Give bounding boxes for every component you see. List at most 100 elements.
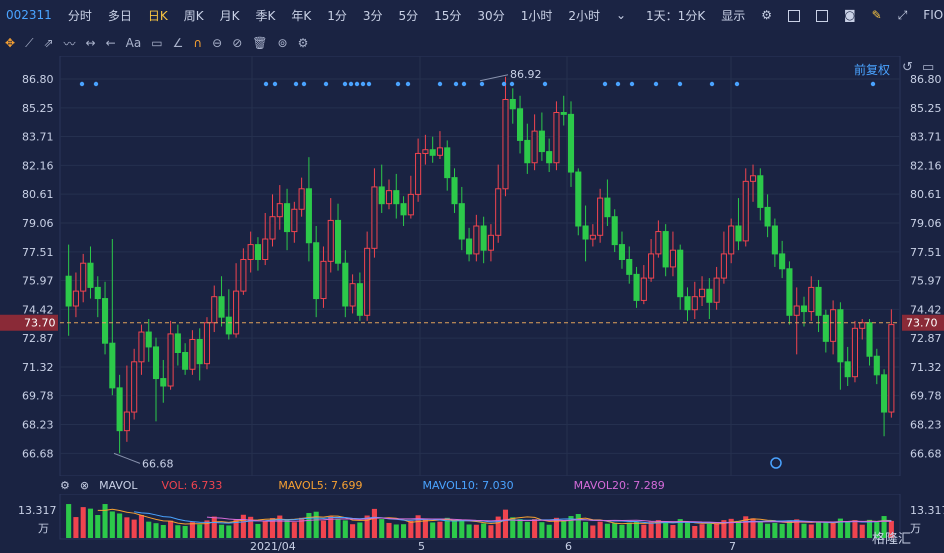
candle-body bbox=[844, 361, 851, 378]
tab-1fen[interactable]: 1分 bbox=[327, 8, 347, 23]
candle bbox=[837, 302, 844, 390]
candlestick-chart[interactable]: 86.80 86.80 85.25 85.25 83.71 83.71 82.16 82.16… bbox=[0, 56, 944, 476]
event-marker bbox=[79, 81, 85, 87]
plot-frame bbox=[59, 56, 901, 476]
link-icon[interactable]: ⊚ bbox=[277, 36, 288, 50]
volume-bar bbox=[495, 516, 501, 538]
candle-body bbox=[371, 186, 378, 249]
event-marker bbox=[629, 81, 635, 87]
camera-icon[interactable]: ◙ bbox=[843, 8, 856, 22]
ray-tool-icon[interactable]: ⇗ bbox=[43, 36, 54, 50]
checkbox-icon[interactable] bbox=[780, 8, 808, 22]
volume-tick-top-right: 13.317 bbox=[910, 504, 944, 517]
price-tick-left: 69.78 bbox=[22, 390, 54, 403]
chevron-down-icon[interactable]: ⌄ bbox=[615, 8, 627, 22]
candle-body bbox=[669, 249, 676, 268]
event-marker bbox=[501, 81, 507, 87]
volume-bar bbox=[233, 519, 239, 538]
comment-icon[interactable]: ▭ bbox=[151, 36, 163, 50]
volume-bar bbox=[619, 524, 625, 538]
price-tick-left: 68.23 bbox=[22, 419, 54, 432]
volume-bar bbox=[648, 521, 654, 538]
gear-icon[interactable]: ⚙ bbox=[60, 478, 70, 492]
candle-body bbox=[648, 253, 655, 279]
fq-label[interactable]: FIO bbox=[923, 8, 944, 22]
tab-zhouk[interactable]: 周K bbox=[183, 8, 204, 23]
candle-body bbox=[116, 387, 123, 432]
candle-body bbox=[87, 262, 94, 288]
tab-jik[interactable]: 季K bbox=[255, 8, 276, 23]
stock-code[interactable]: 002311 bbox=[6, 8, 52, 22]
vol-value: VOL: 6.733 bbox=[161, 478, 223, 492]
tab-30fen[interactable]: 30分 bbox=[477, 8, 505, 23]
angle-icon[interactable]: ∠ bbox=[172, 36, 184, 50]
candle bbox=[349, 274, 356, 314]
tab-niank[interactable]: 年K bbox=[291, 8, 312, 23]
candle bbox=[138, 324, 145, 375]
hide-icon[interactable]: ⊘ bbox=[232, 36, 243, 50]
candle-body bbox=[327, 219, 334, 262]
tab-duori[interactable]: 多日 bbox=[107, 8, 132, 23]
candle bbox=[400, 196, 407, 226]
candle bbox=[706, 278, 713, 320]
candle-body bbox=[145, 331, 152, 348]
volume-bar bbox=[357, 522, 363, 538]
volume-bar bbox=[87, 508, 94, 538]
candle-body bbox=[873, 355, 880, 376]
trash-icon[interactable]: 🗑 bbox=[252, 36, 268, 50]
square-icon[interactable] bbox=[808, 8, 836, 22]
event-marker bbox=[323, 81, 329, 87]
candle-body bbox=[378, 186, 385, 205]
candle-body bbox=[597, 197, 604, 236]
tab-2hour[interactable]: 2小时 bbox=[568, 8, 600, 23]
volume-bar bbox=[197, 524, 203, 538]
tab-fenshi[interactable]: 分时 bbox=[67, 8, 92, 23]
candle bbox=[444, 140, 451, 191]
wave-tool-icon[interactable]: 〰 bbox=[63, 36, 76, 51]
tab-3fen[interactable]: 3分 bbox=[362, 8, 383, 23]
candle-body bbox=[138, 331, 145, 363]
settings-icon[interactable]: ⚙ bbox=[297, 36, 309, 50]
candle bbox=[480, 216, 487, 264]
candle-body bbox=[313, 242, 320, 300]
tab-rik[interactable]: 日K bbox=[147, 8, 168, 23]
candle bbox=[815, 279, 822, 333]
crosshair-icon[interactable]: ✥ bbox=[5, 36, 16, 50]
magnet-icon[interactable]: ∩ bbox=[193, 36, 203, 50]
volume-bar bbox=[422, 519, 428, 538]
tab-15fen[interactable]: 15分 bbox=[434, 8, 462, 23]
price-tick-right: 86.80 bbox=[910, 73, 942, 86]
candle bbox=[247, 231, 254, 273]
candle-body bbox=[611, 216, 618, 246]
range-select[interactable]: 1天：1分K bbox=[646, 8, 706, 23]
show-menu[interactable]: 显示 bbox=[721, 8, 746, 23]
pencil-icon[interactable]: ✎ bbox=[871, 8, 882, 22]
volume-chart[interactable]: 13.317 万 13.317 万 2021/04 5 6 7 bbox=[0, 494, 944, 553]
line-tool-icon[interactable]: ⟋ bbox=[25, 35, 34, 50]
volume-bar bbox=[641, 524, 647, 538]
minimize-icon[interactable]: ▭ bbox=[922, 60, 935, 75]
volume-bar bbox=[881, 516, 887, 538]
candle-body bbox=[575, 171, 582, 227]
tab-5fen[interactable]: 5分 bbox=[398, 8, 419, 23]
price-tick-right: 75.97 bbox=[910, 275, 942, 288]
mavol20-value: MAVOL20: 7.289 bbox=[573, 478, 665, 492]
lock-icon[interactable]: ⊖ bbox=[212, 36, 223, 50]
event-marker bbox=[509, 81, 515, 87]
range-tool-icon[interactable]: ↔ bbox=[85, 36, 96, 50]
fuquan-toggle[interactable]: 前复权 bbox=[854, 63, 891, 77]
arrow-left-icon[interactable]: ← bbox=[105, 36, 116, 50]
close-icon[interactable]: ⊗ bbox=[79, 478, 90, 492]
candle-body bbox=[174, 333, 181, 354]
tab-yuek[interactable]: 月K bbox=[219, 8, 240, 23]
volume-bar bbox=[466, 524, 472, 538]
text-tool[interactable]: Aa bbox=[125, 36, 142, 50]
candle bbox=[429, 136, 436, 163]
fullscreen-icon[interactable]: ⤢ bbox=[897, 7, 908, 22]
undo-icon[interactable]: ↺ bbox=[902, 60, 913, 75]
tab-1hour[interactable]: 1小时 bbox=[520, 8, 553, 23]
indicator-name[interactable]: MAVOL bbox=[99, 478, 138, 492]
gear-icon[interactable]: ⚙ bbox=[761, 8, 772, 22]
event-marker bbox=[615, 81, 621, 87]
volume-bar bbox=[837, 518, 843, 538]
